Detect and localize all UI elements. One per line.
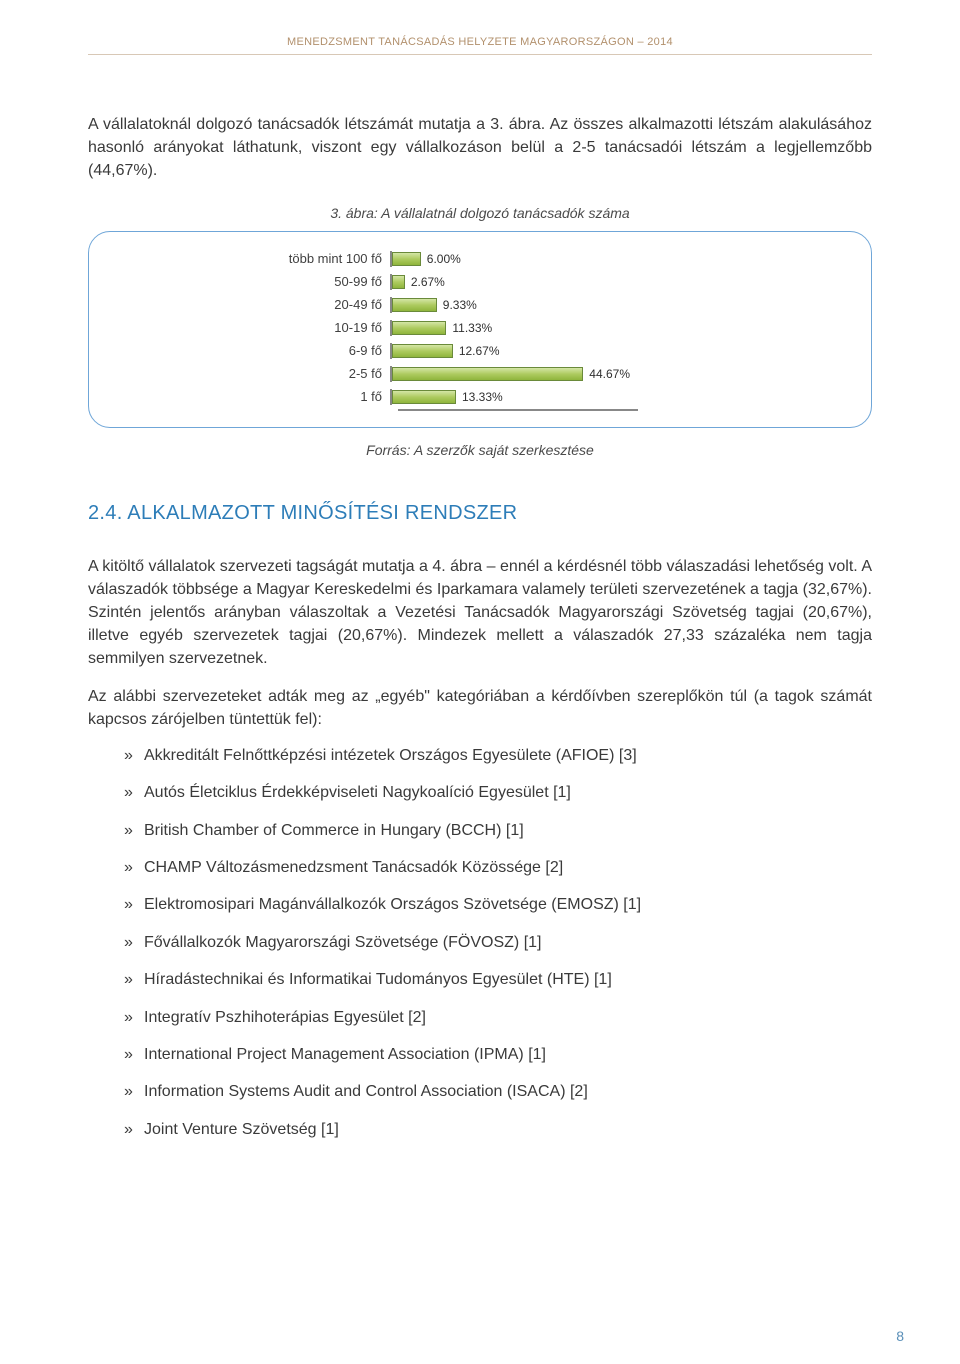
bar-value-label: 11.33% — [452, 321, 492, 335]
list-item: CHAMP Változásmenedzsment Tanácsadók Köz… — [124, 857, 872, 879]
page: MENEDZSMENT TANÁCSADÁS HELYZETE MAGYAROR… — [0, 0, 960, 1364]
list-item: Akkreditált Felnőttképzési intézetek Ors… — [124, 745, 872, 767]
organization-list: Akkreditált Felnőttképzési intézetek Ors… — [88, 745, 872, 1141]
bar-row: 50-99 fő 2.67% — [270, 271, 690, 293]
list-item: British Chamber of Commerce in Hungary (… — [124, 820, 872, 842]
bar-category-label: 2-5 fő — [270, 366, 390, 381]
bar-row: 2-5 fő 44.67% — [270, 363, 690, 385]
bar-fill — [392, 275, 405, 289]
bar-track: 12.67% — [390, 343, 630, 359]
list-item: Fővállalkozók Magyarországi Szövetsége (… — [124, 932, 872, 954]
running-header: MENEDZSMENT TANÁCSADÁS HELYZETE MAGYAROR… — [88, 36, 872, 55]
bar-category-label: 20-49 fő — [270, 297, 390, 312]
list-item: Information Systems Audit and Control As… — [124, 1081, 872, 1103]
body-paragraph-2: Az alábbi szervezeteket adták meg az „eg… — [88, 685, 872, 731]
bar-value-label: 44.67% — [589, 367, 630, 381]
source-caption: Forrás: A szerzők saját szerkesztése — [88, 442, 872, 458]
bar-track: 44.67% — [390, 366, 630, 382]
bar-track: 11.33% — [390, 320, 630, 336]
bar-track: 2.67% — [390, 274, 630, 290]
bar-row: 20-49 fő 9.33% — [270, 294, 690, 316]
bar-row: több mint 100 fő 6.00% — [270, 248, 690, 270]
intro-paragraph: A vállalatoknál dolgozó tanácsadók létsz… — [88, 113, 872, 183]
bar-category-label: 6-9 fő — [270, 343, 390, 358]
bar-row: 10-19 fő 11.33% — [270, 317, 690, 339]
figure-caption: 3. ábra: A vállalatnál dolgozó tanácsadó… — [88, 205, 872, 221]
bar-value-label: 2.67% — [411, 275, 445, 289]
bar-value-label: 13.33% — [462, 390, 503, 404]
page-number: 8 — [896, 1328, 904, 1344]
bar-chart: több mint 100 fő 6.00% 50-99 fő 2.67% 20-49 … — [270, 248, 690, 411]
bar-row: 6-9 fő 12.67% — [270, 340, 690, 362]
chart-x-axis — [398, 409, 638, 411]
bar-fill — [392, 344, 453, 358]
section-heading: 2.4. ALKALMAZOTT MINŐSÍTÉSI RENDSZER — [88, 502, 872, 525]
list-item: Autós Életciklus Érdekképviseleti Nagyko… — [124, 782, 872, 804]
list-item: International Project Management Associa… — [124, 1044, 872, 1066]
bar-category-label: 1 fő — [270, 389, 390, 404]
bar-fill — [392, 252, 421, 266]
bar-value-label: 9.33% — [443, 298, 477, 312]
bar-row: 1 fő 13.33% — [270, 386, 690, 408]
bar-track: 13.33% — [390, 389, 630, 405]
bar-category-label: több mint 100 fő — [270, 251, 390, 266]
list-item: Híradástechnikai és Informatikai Tudomán… — [124, 969, 872, 991]
list-item: Elektromosipari Magánvállalkozók Országo… — [124, 894, 872, 916]
bar-track: 9.33% — [390, 297, 630, 313]
bar-track: 6.00% — [390, 251, 630, 267]
bar-fill — [392, 321, 446, 335]
body-paragraph-1: A kitöltő vállalatok szervezeti tagságát… — [88, 555, 872, 671]
chart-frame: több mint 100 fő 6.00% 50-99 fő 2.67% 20-49 … — [88, 231, 872, 428]
bar-value-label: 12.67% — [459, 344, 500, 358]
bar-category-label: 10-19 fő — [270, 320, 390, 335]
bar-category-label: 50-99 fő — [270, 274, 390, 289]
bar-value-label: 6.00% — [427, 252, 461, 266]
list-item: Integratív Pszhihoterápias Egyesület [2] — [124, 1007, 872, 1029]
bar-fill — [392, 298, 437, 312]
bar-fill — [392, 367, 583, 381]
list-item: Joint Venture Szövetség [1] — [124, 1119, 872, 1141]
bar-fill — [392, 390, 456, 404]
